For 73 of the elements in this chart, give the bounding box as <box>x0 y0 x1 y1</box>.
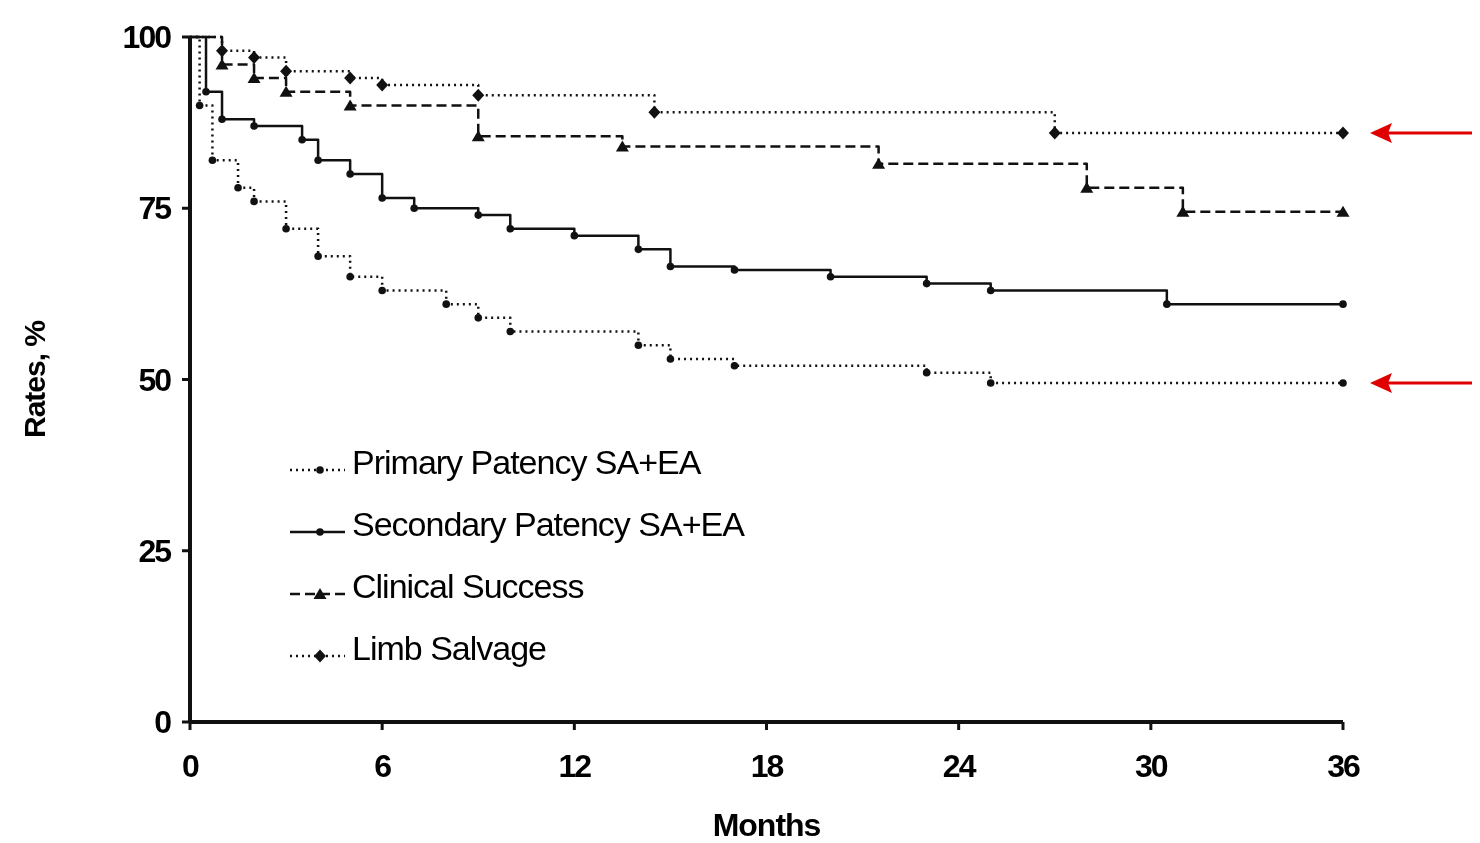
point <box>506 327 515 336</box>
point <box>666 262 675 271</box>
y-tick-label: 25 <box>138 532 172 569</box>
point <box>922 368 931 377</box>
legend-label: Clinical Success <box>352 566 584 605</box>
x-tick-label: 36 <box>1327 748 1360 784</box>
point <box>378 286 386 295</box>
point <box>1336 205 1350 217</box>
point <box>1080 181 1094 193</box>
point <box>474 211 483 219</box>
point <box>872 157 886 169</box>
point <box>216 44 229 58</box>
point <box>922 279 931 288</box>
point <box>279 85 293 97</box>
x-tick-label: 18 <box>750 748 784 784</box>
point <box>202 88 210 96</box>
point <box>1339 300 1347 308</box>
x-tick-label: 24 <box>942 748 977 784</box>
point <box>615 140 629 152</box>
point <box>234 183 242 192</box>
point <box>666 355 675 363</box>
point <box>343 99 357 111</box>
point <box>314 252 322 260</box>
point <box>442 300 451 308</box>
x-tick-label: 0 <box>182 748 200 784</box>
point <box>344 71 357 85</box>
point <box>215 58 229 70</box>
point <box>282 225 290 233</box>
point <box>570 231 579 240</box>
point <box>248 51 261 65</box>
point <box>986 379 995 387</box>
point <box>314 156 322 165</box>
y-tick-label: 50 <box>138 361 172 398</box>
point <box>247 72 261 84</box>
point <box>410 204 418 213</box>
x-tick-label: 30 <box>1135 748 1168 784</box>
x-tick-label: 6 <box>374 748 392 784</box>
y-tick-label: 100 <box>122 19 172 56</box>
point <box>730 362 739 370</box>
point <box>376 78 389 92</box>
point <box>250 197 258 206</box>
y-axis-title: Rates, % <box>18 320 51 439</box>
point <box>986 286 995 295</box>
point <box>634 245 643 254</box>
x-tick-label: 12 <box>558 748 592 784</box>
point <box>298 135 306 144</box>
point <box>218 115 226 123</box>
y-tick-label: 0 <box>154 704 172 741</box>
point <box>1048 126 1061 140</box>
y-tick-label: 75 <box>138 190 172 227</box>
point <box>471 130 485 142</box>
point <box>1337 126 1349 140</box>
point <box>648 105 661 119</box>
legend-label: Limb Salvage <box>352 628 547 667</box>
point <box>195 101 204 110</box>
point <box>1339 379 1347 387</box>
point <box>506 225 515 233</box>
point <box>378 194 386 202</box>
point <box>346 170 354 178</box>
point <box>280 64 293 78</box>
point <box>1163 300 1171 308</box>
point <box>208 156 217 165</box>
point <box>634 341 643 350</box>
legend-label: Secondary Patency SA+EA <box>352 504 746 543</box>
point <box>826 272 835 281</box>
point <box>474 314 483 322</box>
point <box>250 122 258 130</box>
point <box>472 88 485 102</box>
x-axis-title: Months <box>712 807 821 843</box>
point <box>346 272 354 281</box>
point <box>1176 205 1190 217</box>
legend-label: Primary Patency SA+EA <box>352 442 702 481</box>
point <box>730 266 739 274</box>
